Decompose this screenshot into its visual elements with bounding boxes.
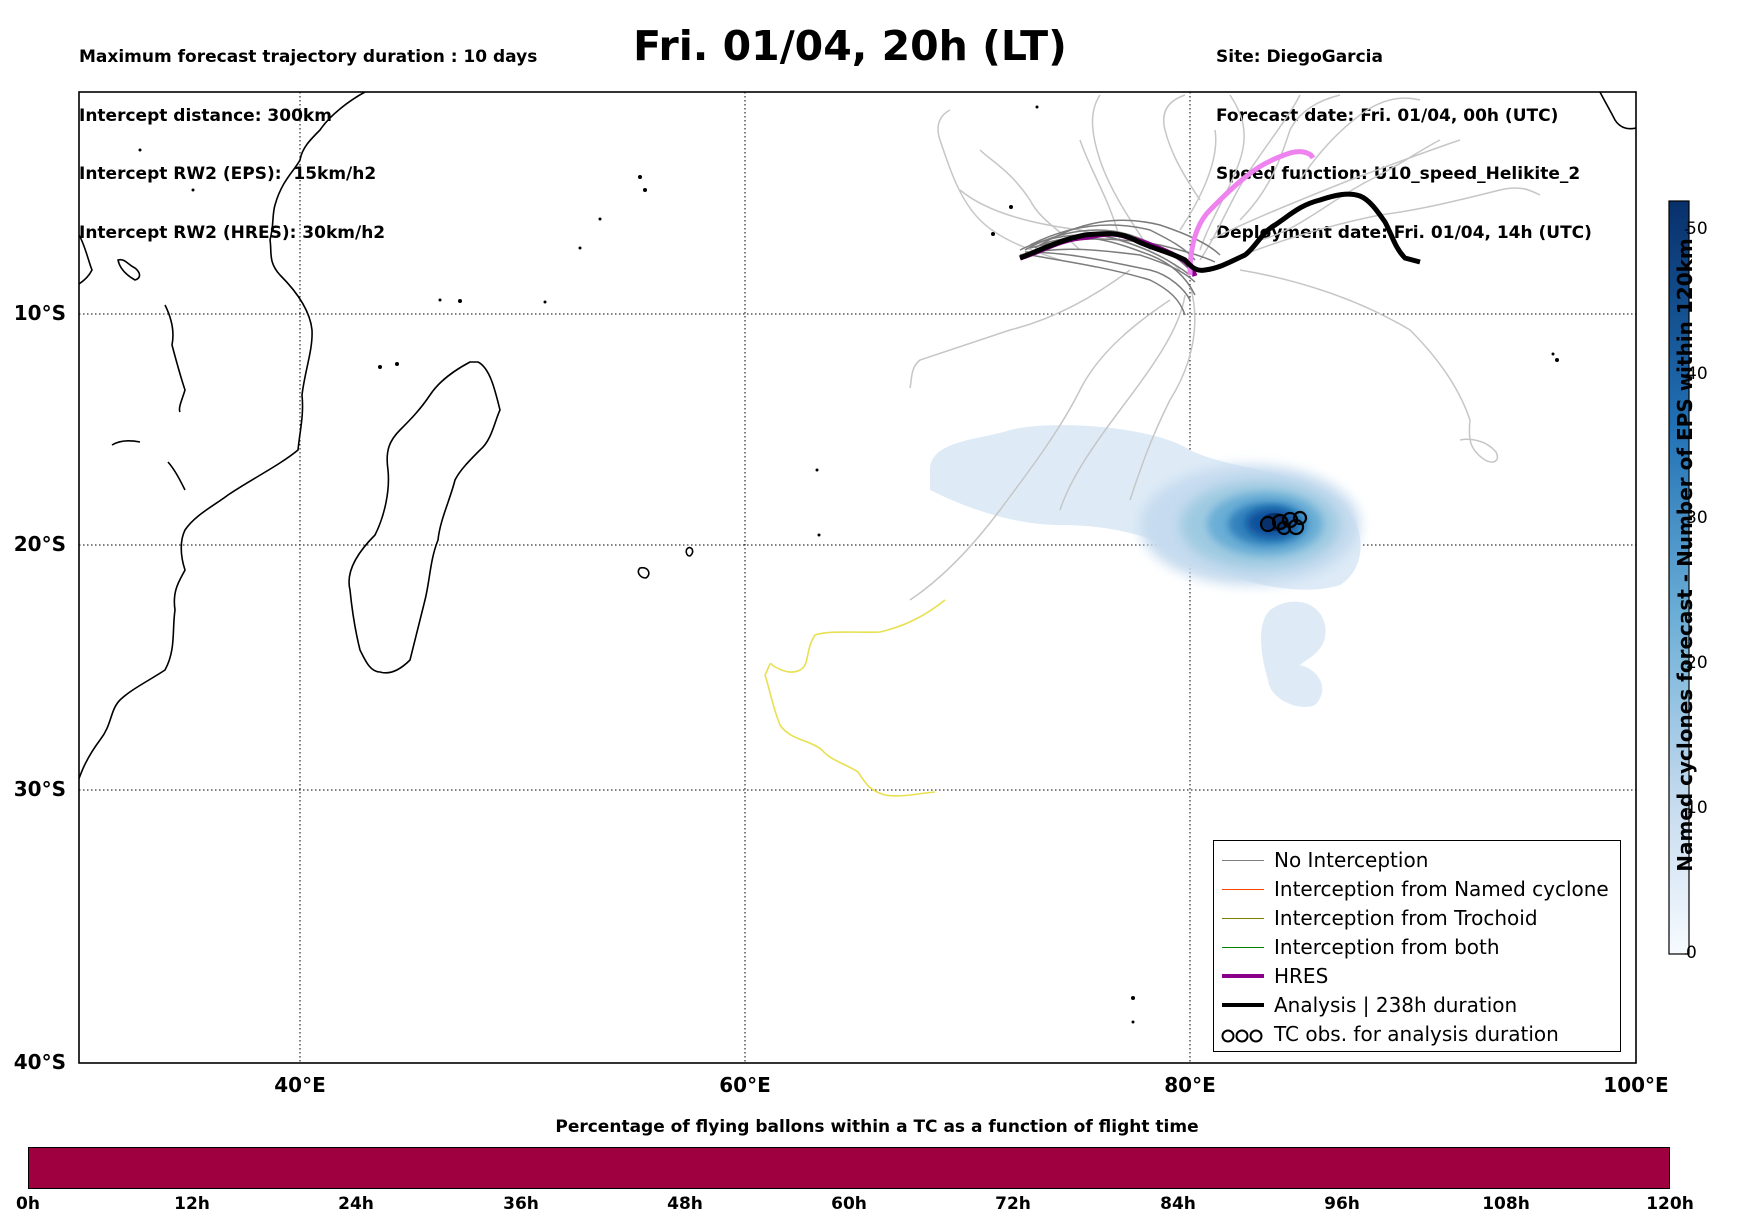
page-title: Fri. 01/04, 20h (LT) xyxy=(633,22,1067,70)
bottom-tick-label: 36h xyxy=(503,1194,539,1214)
bottom-tick-label: 12h xyxy=(174,1194,210,1214)
header-right-info: Site: DiegoGarcia Forecast date: Fri. 01… xyxy=(1216,9,1592,263)
colorbar-label-text: Named cyclones forecast - Number of EPS … xyxy=(1673,238,1697,872)
header-right-line: Deployment date: Fri. 01/04, 14h (UTC) xyxy=(1216,222,1592,243)
coastlines xyxy=(79,92,1636,831)
cyclone-icon xyxy=(1221,1029,1263,1043)
flight-time-bar xyxy=(28,1147,1670,1189)
hres-extension-trajectory xyxy=(1187,149,1316,276)
lat-label: 10°S xyxy=(13,301,66,325)
legend-item-trochoid: Interception from Trochoid xyxy=(1214,905,1620,933)
header-left-line: Intercept RW2 (HRES): 30km/h2 xyxy=(79,222,386,243)
bottom-tick-label: 108h xyxy=(1482,1194,1530,1214)
bottom-tick-label: 120h xyxy=(1646,1194,1694,1214)
legend-item-named-cyclone: Interception from Named cyclone xyxy=(1214,876,1620,904)
lon-label: 100°E xyxy=(1603,1073,1669,1097)
header-left-line: Intercept distance: 300km xyxy=(79,105,332,126)
legend-label: Analysis | 238h duration xyxy=(1274,993,1518,1017)
colorbar-tick-label: 40 xyxy=(1686,364,1708,384)
colorbar-ticks xyxy=(1685,229,1689,955)
lon-label: 40°E xyxy=(274,1073,326,1097)
bottom-tick-label: 84h xyxy=(1160,1194,1196,1214)
header-right-line: Site: DiegoGarcia xyxy=(1216,47,1383,67)
yellow-trajectory xyxy=(764,599,946,797)
legend-label: Interception from Named cyclone xyxy=(1274,877,1609,901)
colorbar-tick-label: 30 xyxy=(1686,508,1708,528)
analysis-trajectory xyxy=(1019,191,1421,273)
lon-label: 80°E xyxy=(1164,1073,1216,1097)
small-islands xyxy=(138,105,1559,1024)
legend-swatch xyxy=(1222,860,1264,861)
bottom-tick-label: 0h xyxy=(16,1194,40,1214)
legend-item-both: Interception from both xyxy=(1214,934,1620,962)
legend-item-analysis: Analysis | 238h duration xyxy=(1214,992,1620,1020)
legend-swatch xyxy=(1222,1003,1264,1007)
colorbar xyxy=(1668,200,1690,955)
legend-item-hres: HRES xyxy=(1214,963,1620,991)
legend-swatch xyxy=(1222,889,1264,890)
legend-label: Interception from Trochoid xyxy=(1274,906,1538,930)
legend-swatch xyxy=(1222,918,1264,919)
header-left-info: Maximum forecast trajectory duration : 1… xyxy=(79,9,537,263)
colorbar-label: Named cyclones forecast - Number of EPS … xyxy=(1665,195,1705,915)
header-left-line: Maximum forecast trajectory duration : 1… xyxy=(79,47,538,67)
legend-swatch xyxy=(1222,974,1264,978)
legend-label: HRES xyxy=(1274,964,1329,988)
bottom-tick-label: 24h xyxy=(338,1194,374,1214)
colorbar-tick-label: 0 xyxy=(1686,943,1697,963)
legend-item-no-interception: No Interception xyxy=(1214,847,1620,875)
lat-label: 40°S xyxy=(13,1050,66,1074)
lon-label: 60°E xyxy=(719,1073,771,1097)
bottom-tick-label: 48h xyxy=(667,1194,703,1214)
cyclone-probability-field xyxy=(930,425,1361,708)
legend-swatch xyxy=(1222,947,1264,948)
lat-label: 20°S xyxy=(13,532,66,556)
legend-label: Interception from both xyxy=(1274,935,1500,959)
bottom-bar-title: Percentage of flying ballons within a TC… xyxy=(555,1117,1199,1137)
header-left-line: Intercept RW2 (EPS): 15km/h2 xyxy=(79,164,377,184)
bottom-tick-label: 96h xyxy=(1324,1194,1360,1214)
lat-label: 30°S xyxy=(13,777,66,801)
colorbar-tick-label: 20 xyxy=(1686,653,1708,673)
map-gridlines xyxy=(79,92,1636,1063)
map-frame xyxy=(78,91,1637,1064)
legend-label: TC obs. for analysis duration xyxy=(1274,1022,1559,1046)
bottom-tick-label: 72h xyxy=(995,1194,1031,1214)
colorbar-tick-label: 10 xyxy=(1686,798,1708,818)
tc-observation-symbols xyxy=(1259,510,1308,536)
legend-label: No Interception xyxy=(1274,848,1429,872)
legend: No Interception Interception from Named … xyxy=(1213,840,1621,1052)
legend-item-tc-obs: TC obs. for analysis duration xyxy=(1214,1021,1620,1049)
bottom-tick-label: 60h xyxy=(831,1194,867,1214)
header-right-line: Forecast date: Fri. 01/04, 00h (UTC) xyxy=(1216,105,1559,126)
colorbar-tick-label: 50 xyxy=(1686,219,1708,239)
